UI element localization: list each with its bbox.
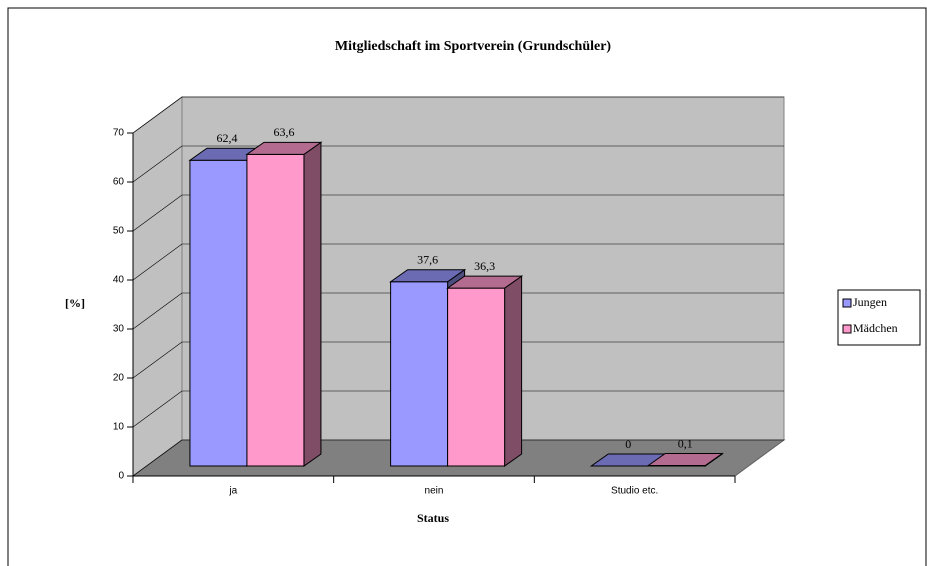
- x-tick-label: nein: [425, 486, 444, 497]
- legend-label: Mädchen: [853, 321, 898, 335]
- bar: [246, 153, 305, 467]
- grid-line: [132, 96, 183, 134]
- chart-frame: [7, 7, 927, 566]
- legend-box: [837, 289, 921, 346]
- grid-line: [132, 390, 183, 428]
- x-axis-label: Status: [417, 511, 449, 525]
- chart-title: Mitgliedschaft im Sportverein (Grundschü…: [335, 39, 612, 54]
- grid-line: [132, 243, 183, 281]
- y-tick-label: 10: [113, 422, 125, 433]
- bar-side: [504, 275, 523, 467]
- grid-line: [132, 439, 183, 477]
- y-tick-label: 60: [113, 177, 125, 188]
- grid-line: [132, 341, 183, 379]
- bar: [447, 287, 506, 467]
- bar: [390, 281, 449, 467]
- bar: [189, 159, 248, 467]
- left-wall: [132, 96, 183, 477]
- y-axis-label: [%]: [65, 296, 85, 310]
- value-label: 0: [625, 437, 631, 451]
- y-tick-label: 50: [113, 226, 125, 237]
- value-label: 36,3: [474, 259, 495, 273]
- value-label: 0,1: [678, 436, 693, 450]
- bar-top: [446, 275, 524, 289]
- y-tick-label: 40: [113, 275, 125, 286]
- grid-line: [132, 194, 183, 232]
- bar-top: [245, 141, 323, 155]
- value-label: 63,6: [273, 125, 294, 139]
- grid-line: [132, 145, 183, 183]
- value-label: 62,4: [216, 131, 237, 145]
- y-tick-label: 20: [113, 373, 125, 384]
- bar-top: [646, 453, 724, 467]
- legend-label: Jungen: [853, 295, 887, 309]
- y-tick-label: 30: [113, 324, 125, 335]
- value-label: 37,6: [417, 253, 438, 267]
- y-tick-label: 0: [118, 471, 124, 482]
- x-tick-label: ja: [228, 486, 237, 497]
- grid-line: [132, 292, 183, 330]
- legend-swatch: [842, 298, 852, 308]
- bar-side: [303, 141, 322, 467]
- y-tick-label: 70: [113, 128, 125, 139]
- bar-top: [389, 269, 467, 283]
- x-tick-label: Studio etc.: [611, 486, 658, 497]
- legend-swatch: [842, 324, 852, 334]
